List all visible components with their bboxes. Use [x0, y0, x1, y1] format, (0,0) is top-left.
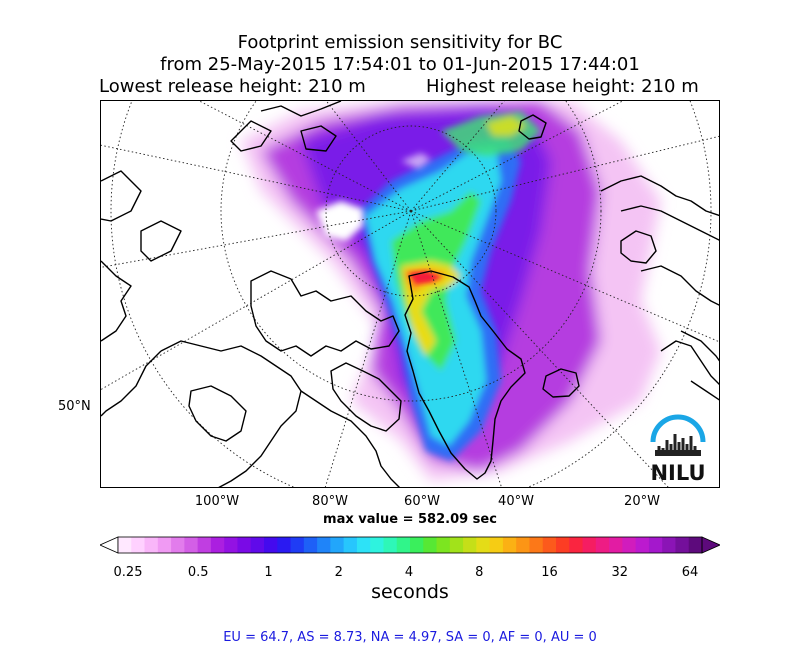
colorbar-cell	[582, 537, 597, 553]
colorbar-cell	[609, 537, 623, 553]
colorbar-cell	[529, 537, 544, 553]
colorbar-cell	[476, 537, 491, 553]
colorbar-cell	[542, 537, 557, 553]
colorbar-cell	[184, 537, 199, 553]
coast-hudson-inner	[188, 385, 247, 442]
coast-scandinavia	[660, 340, 719, 385]
colorbar-tick-label: 1	[264, 565, 273, 580]
colorbar-cell	[330, 537, 345, 553]
colorbar-cell	[396, 537, 411, 553]
colorbar-cell	[197, 537, 212, 553]
coast-europe	[600, 175, 719, 401]
colorbar-cell	[317, 537, 331, 553]
colorbar-cell	[622, 537, 637, 553]
colorbar-cell	[144, 537, 159, 553]
coast-labrador	[300, 390, 400, 487]
colorbar-cell	[210, 537, 225, 553]
colorbar-tick-label: 4	[404, 565, 414, 580]
colorbar-cell	[343, 537, 358, 553]
colorbar-cell	[264, 537, 278, 553]
coast-hudson-bay	[101, 340, 302, 487]
graticule	[101, 101, 719, 487]
footprint-map	[100, 100, 720, 488]
colorbar-tick-label: 2	[334, 565, 343, 580]
lowest-release-height: Lowest release height: 210 m	[99, 76, 366, 97]
colorbar-cell	[131, 537, 146, 553]
colorbar-cell	[569, 537, 584, 553]
lat-tick: 50°N	[58, 399, 91, 414]
colorbar-cell	[635, 537, 650, 553]
coast-alaska	[101, 260, 132, 342]
highest-release-height: Highest release height: 210 m	[426, 76, 699, 97]
coast-baffin	[330, 362, 402, 432]
coast-north-greenland-top	[518, 114, 547, 140]
colorbar-cell	[303, 537, 318, 553]
nilu-logo-text: NILU	[650, 461, 705, 484]
colorbar-cell	[595, 537, 610, 553]
colorbar-label: seconds	[371, 581, 449, 603]
region-stats: EU = 64.7, AS = 8.73, NA = 4.97, SA = 0,…	[223, 630, 597, 645]
colorbar	[100, 536, 720, 554]
colorbar-cell	[516, 537, 531, 553]
coast-canada-north	[101, 170, 182, 262]
colorbar-tick-label: 32	[611, 565, 629, 580]
colorbar-cell	[277, 537, 292, 553]
field-gap	[316, 201, 363, 241]
coast-svalbard	[620, 230, 657, 264]
coast-siberia	[230, 101, 342, 152]
coastlines	[101, 101, 719, 487]
nilu-logo-icon: NILU	[650, 414, 706, 485]
colorbar-cell	[410, 537, 424, 553]
field-north-yellow	[486, 116, 526, 136]
colorbar-cell	[237, 537, 252, 553]
colorbar-cell	[463, 537, 477, 553]
coast-iceland	[542, 368, 580, 398]
colorbar-cell	[118, 537, 132, 553]
colorbar-cell	[675, 537, 690, 553]
colorbar-cell	[449, 537, 464, 553]
colorbar-tick-label: 0.25	[113, 565, 143, 580]
colorbar-cell	[648, 537, 663, 553]
colorbar-cell	[662, 537, 677, 553]
time-range-title: from 25-May-2015 17:54:01 to 01-Jun-2015…	[160, 54, 640, 75]
colorbar-cell	[489, 537, 504, 553]
colorbar-frame	[117, 536, 703, 554]
colorbar-cell	[250, 537, 265, 553]
colorbar-tick-label: 64	[681, 565, 699, 580]
colorbar-cell	[157, 537, 172, 553]
colorbar-cell	[290, 537, 305, 553]
sensitivity-field	[241, 101, 661, 481]
colorbar-min-extend	[100, 536, 119, 554]
colorbar-tick-label: 8	[475, 565, 484, 580]
lon-tick: 100°W	[194, 494, 240, 509]
colorbar-cell	[502, 537, 517, 553]
colorbar-cell	[436, 537, 451, 553]
colorbar-cell	[688, 537, 703, 553]
lon-tick: 60°W	[404, 494, 440, 509]
lon-tick: 40°W	[498, 494, 534, 509]
colorbar-cell	[423, 537, 438, 553]
max-value-label: max value = 582.09 sec	[323, 512, 497, 527]
map-canvas	[101, 101, 719, 487]
coast-archipelago	[250, 270, 400, 357]
colorbar-cell	[224, 537, 239, 553]
colorbar-cell	[556, 537, 570, 553]
chart-title: Footprint emission sensitivity for BC	[237, 32, 563, 53]
colorbar-max-extend	[701, 536, 720, 554]
lon-tick: 20°W	[624, 494, 660, 509]
colorbar-tick-label: 0.5	[187, 565, 209, 580]
colorbar-cell	[356, 537, 371, 553]
nilu-logo: NILU	[645, 412, 711, 485]
coast-greenland	[404, 270, 526, 480]
colorbar-cell	[370, 537, 385, 553]
colorbar-cell	[171, 537, 185, 553]
colorbar-cell	[383, 537, 398, 553]
colorbar-cells	[100, 536, 720, 554]
field-gap-north	[401, 153, 431, 169]
colorbar-tick-label: 16	[541, 565, 558, 580]
lon-tick: 80°W	[312, 494, 348, 509]
